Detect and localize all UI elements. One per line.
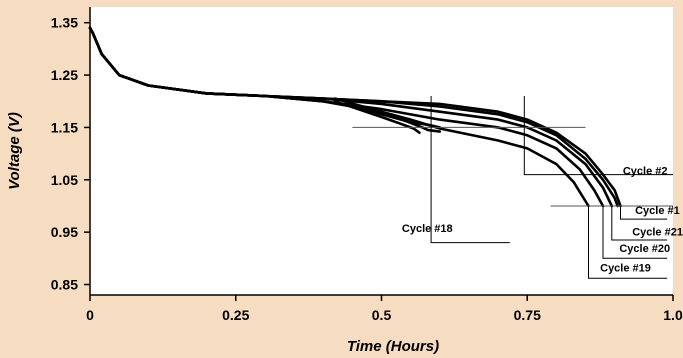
annotation-label-cycle-20: Cycle #20 bbox=[619, 243, 670, 255]
y-axis-title: Voltage (V) bbox=[6, 112, 23, 190]
x-tick-label: 0.25 bbox=[222, 307, 249, 323]
x-tick-label: 1.0 bbox=[663, 307, 683, 323]
annotation-label-cycle-18: Cycle #18 bbox=[402, 223, 453, 235]
y-tick-label: 1.25 bbox=[51, 67, 78, 83]
annotation-label-cycle-19: Cycle #19 bbox=[600, 262, 651, 274]
y-tick-label: 0.85 bbox=[51, 277, 78, 293]
x-tick-label: 0 bbox=[86, 307, 94, 323]
x-tick-label: 0.5 bbox=[372, 307, 392, 323]
annotation-label-cycle-2: Cycle #2 bbox=[623, 166, 668, 178]
x-axis-title: Time (Hours) bbox=[347, 338, 439, 355]
annotation-label-cycle-21: Cycle #21 bbox=[632, 226, 683, 238]
x-axis-ticks: 0 0.25 0.5 0.75 1.0 bbox=[86, 295, 683, 323]
y-tick-label: 1.35 bbox=[51, 15, 78, 31]
y-axis-ticks: 0.85 0.95 1.05 1.15 1.25 1.35 bbox=[51, 15, 90, 293]
plot-area bbox=[90, 7, 673, 295]
annotation-label-cycle-1: Cycle #1 bbox=[635, 205, 680, 217]
y-tick-label: 0.95 bbox=[51, 224, 78, 240]
y-tick-label: 1.15 bbox=[51, 119, 78, 135]
y-tick-label: 1.05 bbox=[51, 172, 78, 188]
x-tick-label: 0.75 bbox=[514, 307, 541, 323]
